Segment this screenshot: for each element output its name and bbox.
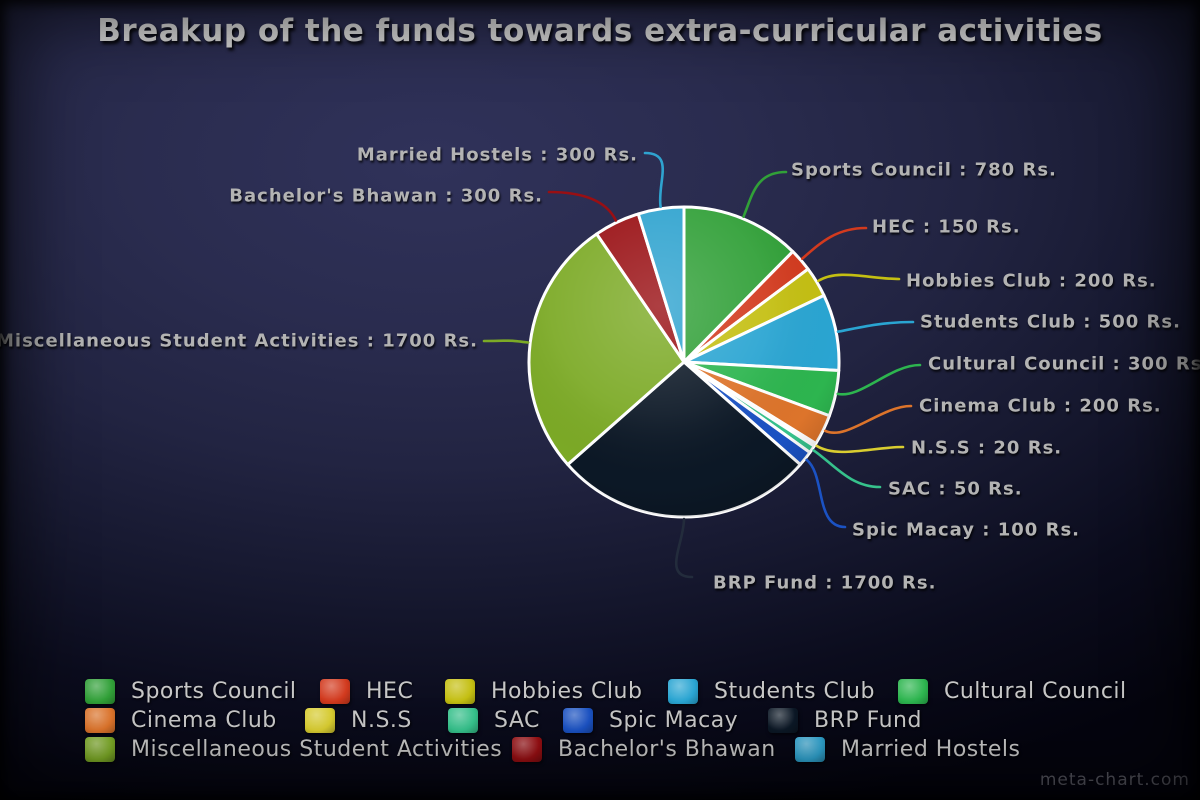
callout-line-miscellaneous-student-activities	[482, 339, 530, 344]
callout-label-miscellaneous-student-activities: Miscellaneous Student Activities : 1700 …	[0, 330, 478, 352]
legend-swatch-hec	[320, 678, 350, 704]
callout-label-cultural-council: Cultural Council : 300 Rs.	[928, 353, 1200, 375]
legend-label-miscellaneous-student-activities: Miscellaneous Student Activities	[131, 736, 503, 762]
callout-label-married-hostels: Married Hostels : 300 Rs.	[356, 144, 638, 166]
callout-label-students-club: Students Club : 500 Rs.	[920, 311, 1181, 333]
legend-label-sac: SAC	[494, 707, 540, 733]
callout-line-bachelor-s-bhawan	[547, 190, 618, 222]
legend-swatch-brp-fund	[768, 707, 798, 733]
callout-line-brp-fund	[674, 517, 694, 579]
legend-item-brp-fund: BRP Fund	[768, 707, 922, 733]
legend-label-sports-council: Sports Council	[131, 678, 297, 704]
legend-label-n-s-s: N.S.S	[351, 707, 412, 733]
legend-label-cinema-club: Cinema Club	[131, 707, 277, 733]
legend-label-hec: HEC	[366, 678, 414, 704]
legend-item-spic-macay: Spic Macay	[563, 707, 738, 733]
legend-item-bachelor-s-bhawan: Bachelor's Bhawan	[512, 736, 776, 762]
legend-item-miscellaneous-student-activities: Miscellaneous Student Activities	[85, 736, 502, 762]
legend-swatch-students-club	[668, 678, 698, 704]
legend-swatch-hobbies-club	[445, 678, 475, 704]
legend-label-hobbies-club: Hobbies Club	[491, 678, 643, 704]
callout-line-married-hostels	[643, 151, 664, 209]
legend-item-hec: HEC	[320, 678, 413, 704]
callout-line-cultural-council	[836, 363, 922, 396]
legend-label-cultural-council: Cultural Council	[944, 678, 1127, 704]
legend-swatch-spic-macay	[563, 707, 593, 733]
callout-line-sac	[812, 449, 882, 489]
legend-item-sports-council: Sports Council	[85, 678, 297, 704]
legend-swatch-cultural-council	[898, 678, 928, 704]
legend-swatch-married-hostels	[795, 736, 825, 762]
callout-line-hec	[800, 226, 868, 260]
legend-swatch-sports-council	[85, 678, 115, 704]
legend-label-students-club: Students Club	[714, 678, 875, 704]
legend-swatch-bachelor-s-bhawan	[512, 736, 542, 762]
callout-label-cinema-club: Cinema Club : 200 Rs.	[919, 395, 1162, 417]
legend-swatch-miscellaneous-student-activities	[85, 736, 115, 762]
callout-line-cinema-club	[823, 404, 913, 434]
legend-label-spic-macay: Spic Macay	[609, 707, 739, 733]
callout-label-sac: SAC : 50 Rs.	[888, 478, 1023, 500]
legend-item-married-hostels: Married Hostels	[795, 736, 1020, 762]
callout-line-sports-council	[742, 170, 788, 218]
callout-label-brp-fund: BRP Fund : 1700 Rs.	[713, 572, 937, 594]
legend-item-hobbies-club: Hobbies Club	[445, 678, 642, 704]
watermark: meta-chart.com	[1039, 770, 1190, 790]
callout-line-spic-macay	[805, 458, 847, 529]
legend-label-married-hostels: Married Hostels	[841, 736, 1021, 762]
callout-label-hobbies-club: Hobbies Club : 200 Rs.	[906, 270, 1157, 292]
callout-line-n-s-s	[815, 444, 905, 454]
legend-swatch-n-s-s	[305, 707, 335, 733]
legend-label-brp-fund: BRP Fund	[814, 707, 922, 733]
legend-item-cinema-club: Cinema Club	[85, 707, 277, 733]
legend-item-sac: SAC	[448, 707, 540, 733]
callout-label-sports-council: Sports Council : 780 Rs.	[791, 159, 1057, 181]
legend-label-bachelor-s-bhawan: Bachelor's Bhawan	[558, 736, 776, 762]
callout-label-hec: HEC : 150 Rs.	[872, 216, 1021, 238]
legend-swatch-sac	[448, 707, 478, 733]
legend-item-students-club: Students Club	[668, 678, 875, 704]
legend-item-n-s-s: N.S.S	[305, 707, 412, 733]
chart-title: Breakup of the funds towards extra-curri…	[97, 13, 1103, 49]
callout-label-spic-macay: Spic Macay : 100 Rs.	[852, 519, 1080, 541]
legend-item-cultural-council: Cultural Council	[898, 678, 1127, 704]
callout-label-bachelor-s-bhawan: Bachelor's Bhawan : 300 Rs.	[229, 185, 543, 207]
legend-swatch-cinema-club	[85, 707, 115, 733]
callout-line-hobbies-club	[817, 273, 901, 283]
callout-label-n-s-s: N.S.S : 20 Rs.	[911, 437, 1063, 459]
callout-line-students-club	[836, 320, 915, 333]
